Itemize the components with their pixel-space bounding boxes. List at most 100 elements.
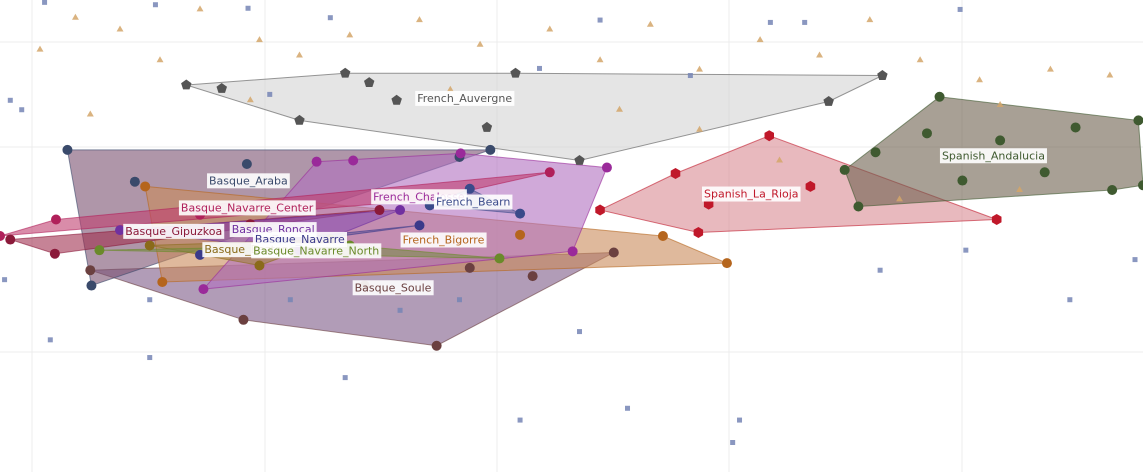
labels: Basque_Soule Basque_Araba French_Bigorre Fr…: [123, 90, 1047, 296]
group-label: Spanish_La_Rioja: [702, 186, 801, 202]
point: [595, 204, 605, 216]
point: [129, 176, 140, 187]
label-text: Basque_Navarre_Center: [181, 201, 314, 214]
group-label: Basque_Araba: [207, 173, 290, 189]
point: [51, 214, 62, 225]
series: [36, 5, 1114, 202]
point: [877, 267, 883, 273]
series: [839, 91, 1143, 212]
point: [156, 56, 164, 63]
point: [1067, 297, 1073, 303]
label-background: [207, 173, 290, 189]
point: [515, 208, 526, 219]
point: [1138, 180, 1143, 191]
point: [256, 36, 263, 43]
series: [595, 130, 1002, 238]
point: [1039, 167, 1050, 178]
point: [364, 77, 375, 87]
point: [157, 277, 168, 288]
point: [152, 2, 158, 8]
point: [85, 265, 96, 276]
point: [346, 31, 354, 38]
point: [991, 214, 1002, 225]
point: [957, 6, 963, 12]
series: [2, 0, 1138, 445]
point: [696, 125, 703, 132]
point: [721, 258, 732, 269]
point: [853, 201, 864, 212]
point: [47, 337, 53, 343]
point: [574, 155, 585, 165]
point: [567, 246, 578, 257]
point: [2, 277, 8, 283]
point: [72, 13, 79, 20]
point: [456, 297, 462, 303]
point: [995, 135, 1006, 146]
point: [19, 107, 25, 113]
point: [140, 181, 151, 192]
point: [246, 96, 254, 103]
label-background: [433, 194, 513, 210]
point: [94, 245, 105, 256]
point: [62, 144, 73, 155]
series: [85, 247, 619, 351]
label-text: French_Bigorre: [403, 233, 485, 246]
label-text: French_Auvergne: [417, 92, 512, 105]
series: [140, 181, 732, 288]
point: [756, 36, 764, 43]
point: [5, 234, 16, 245]
point: [1070, 122, 1081, 133]
label-background: [702, 186, 801, 202]
group-label: Basque_Navarre_North: [251, 243, 382, 259]
point: [464, 183, 475, 194]
point: [196, 5, 204, 12]
point: [416, 16, 423, 23]
point: [546, 25, 554, 32]
label-background: [415, 90, 515, 106]
point: [1016, 186, 1023, 192]
label-text: French_Bearn: [436, 196, 510, 209]
label-text: Spanish_La_Rioja: [704, 188, 799, 201]
group-label: French_Bearn: [433, 194, 513, 210]
series: [181, 67, 888, 165]
point: [921, 128, 932, 139]
label-text: Basque_Soule: [355, 281, 432, 294]
label-text: Basque_Navarre_North: [253, 244, 379, 257]
point: [36, 45, 44, 52]
point: [181, 79, 192, 90]
point: [764, 130, 774, 142]
point: [816, 51, 823, 58]
label-background: [400, 232, 487, 248]
point: [395, 205, 406, 216]
point: [374, 205, 385, 216]
point: [147, 355, 153, 361]
point: [625, 405, 631, 411]
group-label: Basque_Navarre_Center: [178, 200, 316, 216]
point: [147, 297, 153, 303]
point: [238, 314, 249, 325]
point: [802, 19, 808, 25]
point: [245, 5, 251, 11]
point: [577, 329, 583, 335]
point: [896, 195, 903, 202]
point: [670, 168, 681, 179]
point: [839, 164, 850, 175]
point: [510, 67, 521, 78]
point: [877, 70, 888, 80]
point: [536, 65, 542, 71]
point: [0, 231, 5, 241]
point: [805, 180, 816, 192]
point: [494, 253, 505, 264]
point: [517, 417, 523, 423]
series: [198, 148, 612, 295]
hulls: [0, 72, 1143, 347]
point: [254, 260, 265, 271]
label-background: [939, 148, 1047, 164]
point: [267, 91, 273, 97]
point: [696, 65, 703, 72]
point: [1132, 257, 1138, 263]
point: [976, 76, 983, 83]
point: [86, 110, 94, 117]
label-text: Basque_Gipuzkoa: [125, 225, 222, 238]
